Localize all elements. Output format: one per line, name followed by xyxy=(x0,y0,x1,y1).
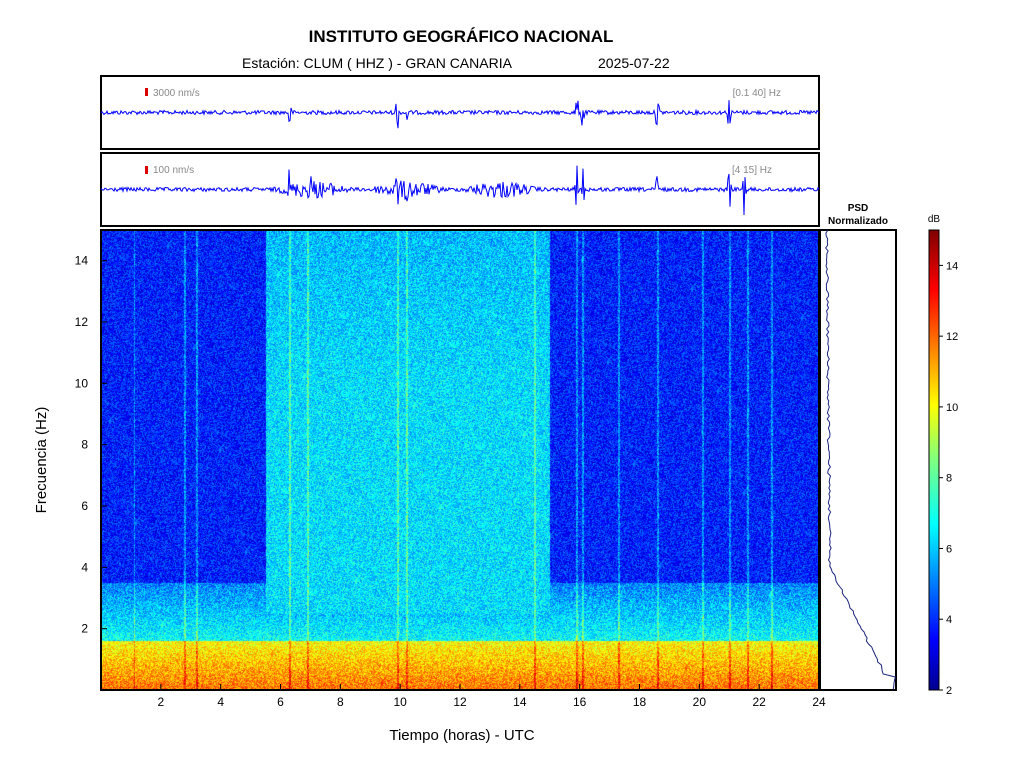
colorbar: dB 2 4 6 8 10 12 14 xyxy=(928,214,958,697)
y-tick-label: 4 xyxy=(81,560,88,574)
scale-label-filtered: 100 nm/s xyxy=(153,165,194,176)
filter-label-filtered: [4 15] Hz xyxy=(732,165,772,176)
chart-title: INSTITUTO GEOGRÁFICO NACIONAL xyxy=(308,27,614,46)
waveform-trace-filtered xyxy=(100,165,820,216)
colorbar-tick-label: 4 xyxy=(946,614,952,626)
y-tick-label: 12 xyxy=(75,315,89,329)
colorbar-tick-label: 8 xyxy=(946,473,952,485)
x-tick-label: 14 xyxy=(513,695,527,709)
psd-title-line1: PSD xyxy=(848,203,869,214)
colorbar-tick-label: 2 xyxy=(946,685,952,697)
colorbar-tick-label: 6 xyxy=(946,543,952,555)
x-tick-label: 20 xyxy=(693,695,707,709)
colorbar-ticks: 2 4 6 8 10 12 14 xyxy=(939,260,958,697)
x-tick-label: 10 xyxy=(393,695,407,709)
y-tick-label: 2 xyxy=(81,622,88,636)
y-tick-label: 8 xyxy=(81,438,88,452)
waveform-panel-broadband: 3000 nm/s [0.1 40] Hz xyxy=(100,75,820,150)
scale-marker-broadband xyxy=(145,88,148,96)
filter-label-broadband: [0.1 40] Hz xyxy=(733,88,781,99)
x-tick-label: 12 xyxy=(453,695,467,709)
date-label: 2025-07-22 xyxy=(598,55,670,71)
colorbar-gradient xyxy=(928,229,940,691)
x-tick-label: 24 xyxy=(812,695,826,709)
x-tick-label: 2 xyxy=(157,695,164,709)
scale-label-broadband: 3000 nm/s xyxy=(153,88,200,99)
y-tick-label: 6 xyxy=(81,499,88,513)
x-tick-label: 18 xyxy=(633,695,647,709)
waveform-panel-filtered: 100 nm/s [4 15] Hz xyxy=(100,152,820,227)
psd-frame xyxy=(819,229,897,691)
colorbar-tick-label: 14 xyxy=(946,260,958,272)
spectrogram-image xyxy=(101,230,819,690)
x-axis-label: Tiempo (horas) - UTC xyxy=(389,727,534,744)
x-tick-label: 16 xyxy=(573,695,587,709)
y-tick-label: 10 xyxy=(75,376,89,390)
colorbar-tick-label: 10 xyxy=(946,402,958,414)
x-tick-label: 6 xyxy=(277,695,284,709)
y-tick-label: 14 xyxy=(75,254,89,268)
waveform-trace-broadband xyxy=(100,100,820,129)
psd-panel: PSD Normalizado xyxy=(819,203,897,691)
scale-marker-filtered xyxy=(145,166,148,174)
x-tick-label: 22 xyxy=(752,695,766,709)
x-tick-label: 4 xyxy=(217,695,224,709)
psd-title-line2: Normalizado xyxy=(828,216,888,227)
x-tick-label: 8 xyxy=(337,695,344,709)
y-axis-label: Frecuencia (Hz) xyxy=(33,407,50,514)
psd-curve xyxy=(825,229,896,690)
colorbar-unit: dB xyxy=(928,214,941,225)
colorbar-tick-label: 12 xyxy=(946,331,958,343)
station-label: Estación: CLUM ( HHZ ) - GRAN CANARIA xyxy=(242,55,512,71)
